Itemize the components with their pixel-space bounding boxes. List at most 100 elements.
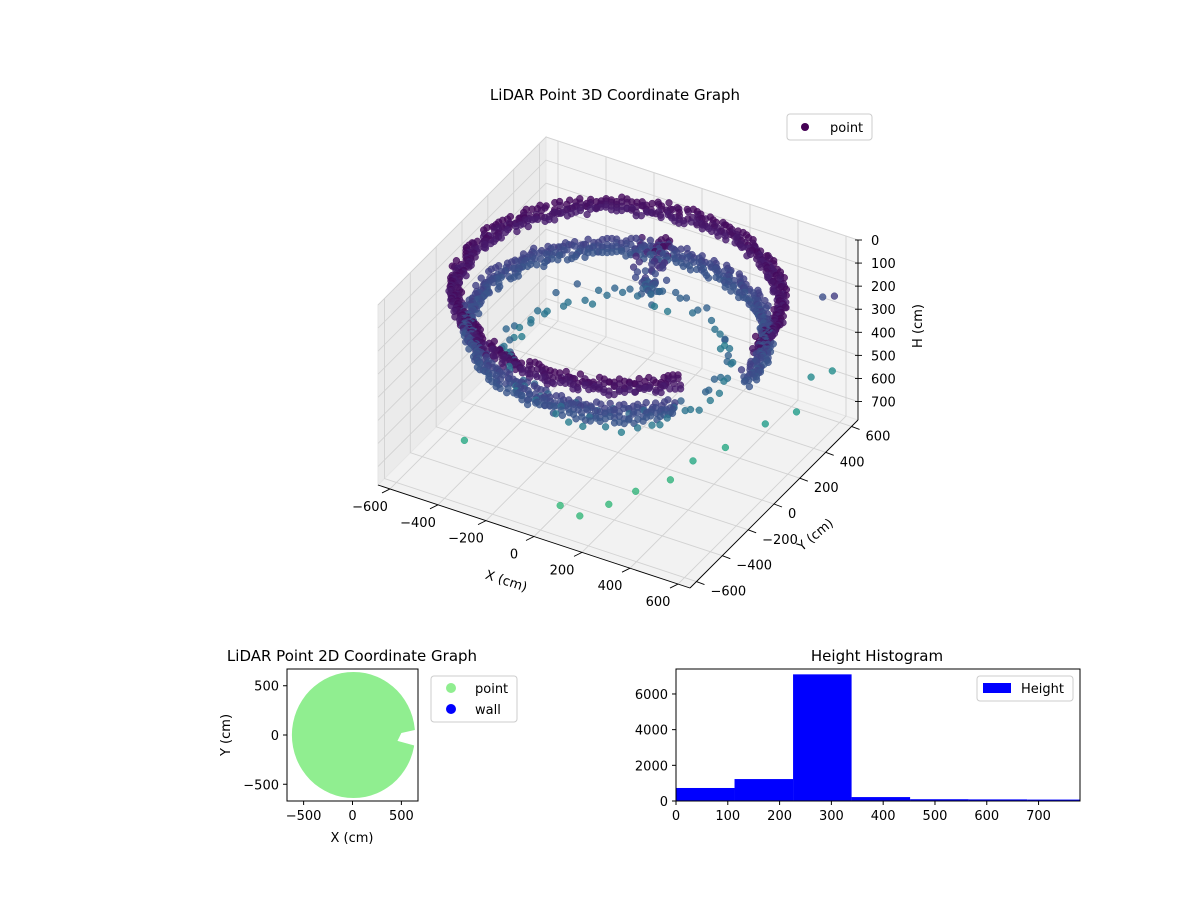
x-tick-label-histogram: 500 — [923, 809, 948, 824]
point-3d — [701, 388, 710, 396]
x-tick-label-histogram: 300 — [819, 809, 844, 824]
x-tick-label-3d: 0 — [510, 548, 518, 563]
point-3d — [533, 261, 541, 269]
point-3d — [632, 487, 640, 495]
point-3d — [524, 222, 532, 231]
histogram-bar — [793, 674, 852, 801]
x-tick-label-histogram: 400 — [871, 809, 896, 824]
y-tick-mark-3d — [851, 426, 860, 430]
point-3d — [720, 377, 728, 385]
point-3d — [725, 344, 734, 353]
y-tick-label-3d: 200 — [814, 481, 839, 496]
y-tick-label-histogram: 0 — [660, 795, 668, 810]
point-3d — [611, 284, 619, 292]
point-3d — [523, 400, 532, 409]
grid-line-y — [513, 169, 826, 453]
point-3d — [724, 351, 732, 360]
point-3d — [603, 291, 611, 299]
legend-3d: point — [786, 113, 873, 141]
point-3d — [672, 288, 680, 297]
x-tick-label-3d: −400 — [400, 516, 436, 531]
point-3d — [635, 258, 643, 266]
x-tick-label-2d: 500 — [389, 809, 414, 824]
point-3d — [541, 217, 549, 225]
histogram-bar — [734, 779, 794, 801]
point-3d — [684, 208, 692, 216]
grid-line-z — [377, 136, 859, 306]
y-tick-label-histogram: 4000 — [635, 724, 668, 739]
y-tick-mark-3d — [747, 529, 757, 534]
point-3d — [629, 410, 637, 418]
point-3d — [481, 244, 490, 252]
legend-2d-label-point: point — [475, 682, 508, 697]
histogram-bar — [851, 797, 911, 801]
point-3d — [502, 325, 510, 333]
gap-2d — [397, 669, 409, 684]
point-3d — [761, 420, 769, 428]
chart-2d-title: LiDAR Point 2D Coordinate Graph — [227, 647, 477, 665]
y-axis-label-2d: Y (cm) — [219, 714, 234, 757]
point-3d — [513, 227, 521, 236]
point-3d — [605, 500, 613, 508]
point-3d — [586, 205, 595, 213]
z-tick-label-3d: 100 — [871, 257, 896, 272]
point-3d — [743, 252, 751, 260]
z-axis-label-3d: H (cm) — [911, 304, 926, 348]
plot-2d — [291, 669, 418, 799]
point-3d — [637, 212, 645, 220]
histogram-bar — [910, 799, 969, 801]
chart-3d-title: LiDAR Point 3D Coordinate Graph — [490, 86, 740, 104]
grid-line-x — [485, 172, 655, 521]
x-tick-label-histogram: 100 — [715, 809, 740, 824]
point-3d — [518, 332, 526, 341]
legend-3d-frame — [786, 113, 873, 141]
point-3d — [792, 408, 801, 416]
point-3d — [617, 428, 626, 436]
point-3d — [574, 386, 582, 394]
point-3d — [563, 256, 572, 264]
point-3d — [665, 199, 673, 207]
point-3d — [494, 285, 502, 293]
x-tick-label-histogram: 600 — [974, 809, 999, 824]
x-tick-label-3d: 200 — [550, 563, 575, 578]
y-tick-mark-3d — [696, 581, 705, 585]
point-3d — [552, 288, 560, 297]
point-3d — [550, 380, 558, 388]
point-3d — [506, 336, 514, 344]
point-3d — [581, 253, 589, 261]
point-3d — [722, 236, 730, 244]
point-3d — [688, 309, 697, 317]
x-ticks-3d: −600 −400 −200 0 200 400 600 — [352, 488, 679, 610]
point-3d — [565, 418, 573, 426]
grid-line-x — [533, 188, 703, 537]
z-tick-label-3d: 0 — [871, 234, 879, 249]
y-tick-label-histogram: 6000 — [635, 688, 668, 703]
point-3d — [579, 422, 587, 431]
grid-line-y — [435, 246, 749, 531]
y-tick-label-3d: 0 — [788, 507, 796, 522]
point-3d — [677, 397, 685, 405]
point-3d — [633, 292, 642, 300]
grid-line-x — [629, 220, 799, 569]
point-3d — [610, 419, 619, 427]
legend-2d-marker-point — [446, 683, 456, 693]
point-3d — [703, 304, 711, 312]
points-2d-area — [291, 671, 416, 799]
point-3d — [552, 410, 560, 418]
point-3d — [738, 243, 746, 252]
point-3d — [576, 370, 585, 378]
point-3d — [655, 287, 663, 296]
x-tick-label-2d: −500 — [286, 809, 322, 824]
legend-histogram: Height — [976, 675, 1074, 702]
point-3d — [601, 423, 610, 431]
grid-line-x — [677, 236, 847, 585]
x-tick-label-3d: 600 — [646, 595, 671, 610]
x-tick-label-3d: −200 — [448, 532, 484, 547]
point-3d — [707, 316, 716, 325]
point-3d — [556, 501, 564, 510]
y-tick-label-2d: 0 — [271, 729, 279, 744]
point-3d — [657, 213, 665, 222]
point-3d — [629, 263, 638, 271]
point-3d — [704, 274, 713, 282]
